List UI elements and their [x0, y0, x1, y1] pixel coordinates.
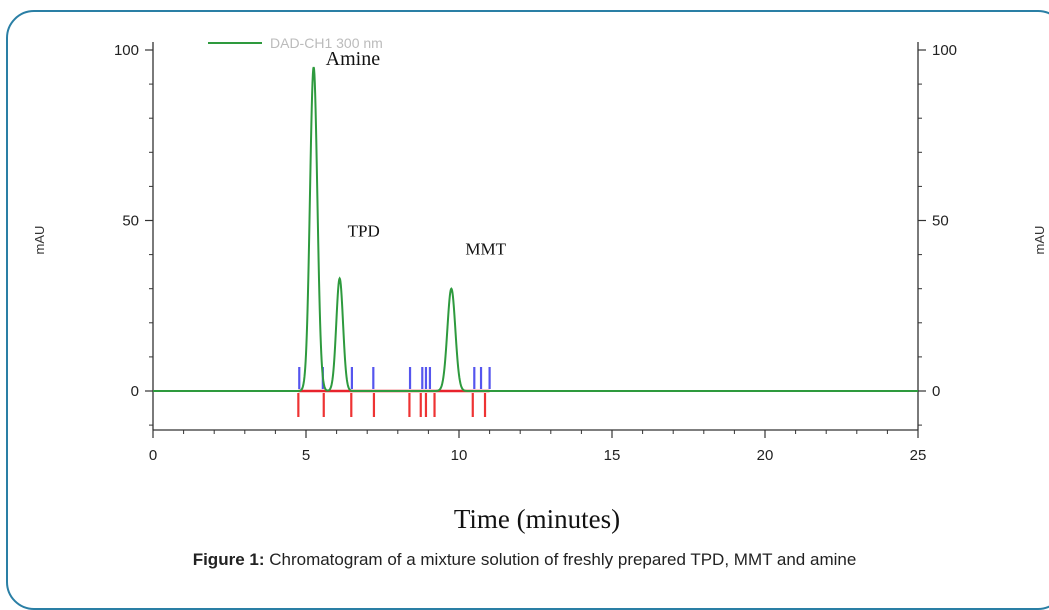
x-tick-label: 0 [149, 447, 157, 464]
x-axis-label: Time (minutes) [454, 504, 620, 534]
caption-text: Chromatogram of a mixture solution of fr… [264, 550, 857, 569]
y-tick-label-left: 50 [122, 213, 139, 230]
x-tick-label: 5 [302, 447, 310, 464]
y-axis-label-left: mAU [32, 226, 47, 255]
x-tick-label: 10 [451, 447, 468, 464]
figure-caption: Figure 1: Chromatogram of a mixture solu… [0, 550, 1049, 570]
peak-label: MMT [465, 240, 506, 259]
figure-frame [6, 10, 1049, 610]
x-tick-label: 20 [757, 447, 774, 464]
y-tick-label-right: 50 [932, 213, 949, 230]
legend-label: DAD-CH1 300 nm [270, 35, 383, 51]
x-tick-label: 25 [910, 447, 927, 464]
y-tick-label-left: 100 [114, 42, 139, 59]
y-axis-label-right: mAU [1032, 226, 1047, 255]
chromatogram-chart: 0 5 10 15 20 25 0 0 50 50 100 100 Amine TPD MMT DAD-CH… [32, 35, 1047, 534]
peak-label: TPD [348, 221, 380, 240]
x-tick-label: 15 [604, 447, 621, 464]
y-tick-label-left: 0 [131, 383, 139, 400]
chromatogram-trace [153, 66, 918, 392]
y-tick-label-right: 100 [932, 42, 957, 59]
caption-prefix: Figure 1: [192, 550, 265, 569]
peak-label: Amine [326, 48, 381, 70]
y-tick-label-right: 0 [932, 383, 940, 400]
